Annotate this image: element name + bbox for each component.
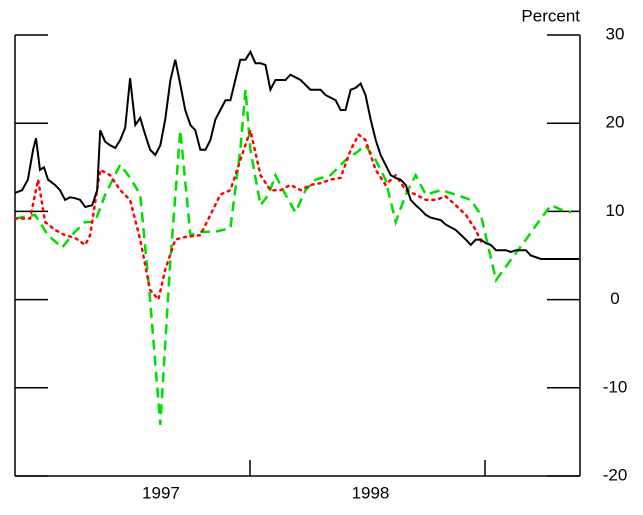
y-tick-label: 20 <box>606 113 625 132</box>
y-tick-label: 0 <box>610 289 619 308</box>
y-tick-label: 10 <box>606 201 625 220</box>
y-axis-label: Percent <box>521 6 580 25</box>
series-line <box>14 49 580 260</box>
y-tick-label: 30 <box>606 24 625 43</box>
y-tick-label: -10 <box>603 377 628 396</box>
y-tick-label: -20 <box>603 465 628 484</box>
x-tick-label: 1997 <box>142 483 180 502</box>
frame <box>14 35 581 477</box>
x-tick-label: 1998 <box>352 483 390 502</box>
series-line <box>13 125 485 303</box>
series-line <box>14 89 572 425</box>
